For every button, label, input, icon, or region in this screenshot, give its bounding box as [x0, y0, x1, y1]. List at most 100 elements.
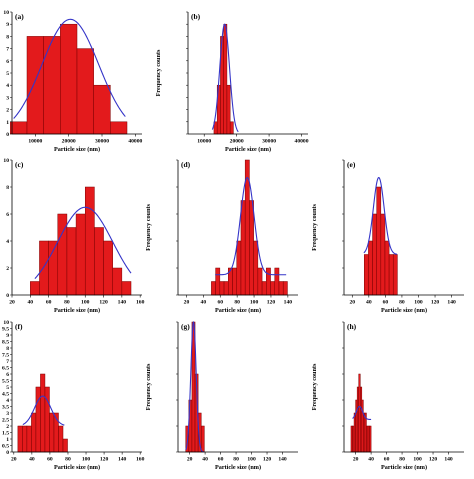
- x-tick-label: 100: [81, 300, 90, 306]
- panel-label: (d): [181, 160, 191, 169]
- y-tick-label: 9: [6, 22, 9, 28]
- x-tick-label: 20: [353, 457, 359, 463]
- histogram-bar: [110, 121, 128, 135]
- x-tick-label: 60: [383, 300, 389, 306]
- x-tick-label: 10000: [197, 139, 211, 145]
- y-tick-label: 8.5: [2, 340, 9, 346]
- histogram-bar: [62, 438, 68, 453]
- panel-e: 20 40 60 80 100 120 140 Particle size (nm) Frequ…: [311, 159, 464, 314]
- x-tick-label: 40: [368, 457, 374, 463]
- x-tick-label: 10000: [28, 139, 42, 145]
- y-tick-label: 8: [6, 346, 9, 352]
- y-tick-label: 10: [3, 158, 9, 164]
- histogram-bar: [364, 254, 369, 296]
- histogram-bar: [372, 213, 377, 296]
- histogram-bar: [253, 240, 259, 296]
- y-tick-label: 4.5: [2, 392, 9, 398]
- histogram-bar: [93, 84, 111, 135]
- x-tick-label: 100: [247, 457, 256, 463]
- x-axis-label: Particle size (nm): [381, 464, 427, 471]
- y-axis-label: Frequency counts: [311, 363, 318, 410]
- x-axis-label: Particle size (nm): [225, 146, 271, 153]
- gaussian-fit-curve: [13, 18, 126, 119]
- x-tick-label: 100: [250, 300, 259, 306]
- y-tick-label: 9: [6, 333, 9, 339]
- histogram-bar: [282, 281, 288, 296]
- y-tick-label: 8: [6, 185, 9, 191]
- x-tick-label: 20: [184, 300, 190, 306]
- histogram-bar: [380, 213, 386, 296]
- y-tick-label: 2: [6, 424, 9, 430]
- x-tick-label: 60: [217, 300, 223, 306]
- histogram-bar: [22, 425, 28, 453]
- x-tick-label: 120: [267, 300, 276, 306]
- y-tick-label: 1: [6, 120, 9, 126]
- x-axis-label: Particle size (nm): [54, 307, 100, 314]
- histogram-bar: [274, 267, 280, 296]
- y-tick-label: 1: [6, 437, 9, 443]
- y-tick-label: 3: [6, 95, 9, 101]
- x-tick-label: 80: [65, 457, 71, 463]
- x-axis-label: Particle size (nm): [54, 146, 100, 153]
- panel-label: (h): [347, 322, 357, 331]
- histogram-bar: [215, 267, 221, 296]
- histogram-bar: [43, 36, 61, 135]
- panel-d: 20 40 60 80 100 120 140 Particle size (nm) Frequ…: [145, 159, 298, 314]
- y-tick-label: 8: [6, 34, 9, 40]
- x-tick-label: 160: [136, 457, 145, 463]
- histogram-bar: [48, 240, 59, 296]
- histogram-bar: [369, 425, 372, 453]
- histogram-bar: [39, 240, 49, 296]
- y-tick-label: 6: [6, 372, 9, 378]
- y-tick-label: 3.5: [2, 405, 9, 411]
- histogram-bar: [219, 281, 225, 296]
- y-tick-label: 6: [6, 212, 9, 218]
- x-tick-label: 20: [9, 300, 15, 306]
- y-tick-label: 9.5: [2, 327, 9, 333]
- x-tick-label: 40: [366, 300, 372, 306]
- x-tick-label: 20: [349, 300, 355, 306]
- panel-a: 10000 20000 30000 40000 0 1 2 3 4 5 6 7 8 9 10 Particle…: [3, 10, 142, 153]
- histogram-bar: [257, 267, 263, 296]
- x-tick-label: 120: [100, 457, 109, 463]
- histogram-bar: [75, 213, 86, 296]
- histogram-bar: [232, 267, 237, 296]
- x-tick-label: 120: [431, 300, 440, 306]
- x-tick-label: 20000: [230, 139, 244, 145]
- y-tick-label: 2: [6, 266, 9, 272]
- x-tick-label: 40: [29, 457, 35, 463]
- panel-label: (b): [191, 12, 201, 21]
- histogram-bar: [31, 412, 37, 453]
- x-tick-label: 100: [82, 457, 91, 463]
- x-tick-label: 100: [414, 300, 423, 306]
- y-tick-label: 2.5: [2, 418, 9, 424]
- x-tick-label: 60: [218, 457, 224, 463]
- histogram-bar: [388, 254, 394, 296]
- histogram-bar: [35, 386, 41, 453]
- histogram-bar: [10, 121, 28, 135]
- x-tick-label: 80: [399, 457, 405, 463]
- histogram-bar: [40, 373, 46, 453]
- y-tick-label: 7: [6, 359, 9, 365]
- y-tick-label: 7.5: [2, 353, 9, 359]
- panel-h: 20 40 60 80 100 120 140 Particle size (nm) Frequ…: [311, 321, 464, 471]
- histogram-bar: [30, 281, 40, 296]
- x-tick-label: 140: [444, 457, 453, 463]
- x-tick-label: 60: [384, 457, 390, 463]
- histogram-bar: [211, 281, 216, 296]
- x-tick-label: 160: [136, 300, 145, 306]
- x-axis-label: Particle size (nm): [215, 307, 261, 314]
- histogram-bar: [368, 240, 373, 296]
- y-axis-label: Frequency counts: [145, 363, 152, 410]
- x-tick-label: 40000: [295, 139, 309, 145]
- y-tick-label: 0: [6, 293, 9, 299]
- histogram-bar: [200, 425, 205, 453]
- y-tick-label: 0: [6, 132, 9, 138]
- panel-g: 20 40 60 80 100 120 140 Particle size (nm) Frequ…: [145, 321, 298, 471]
- histogram-bar: [66, 227, 77, 296]
- histogram-bar: [49, 412, 55, 453]
- histogram-bar: [240, 200, 246, 296]
- panel-label: (g): [181, 322, 190, 331]
- gaussian-fit-curve: [185, 321, 204, 453]
